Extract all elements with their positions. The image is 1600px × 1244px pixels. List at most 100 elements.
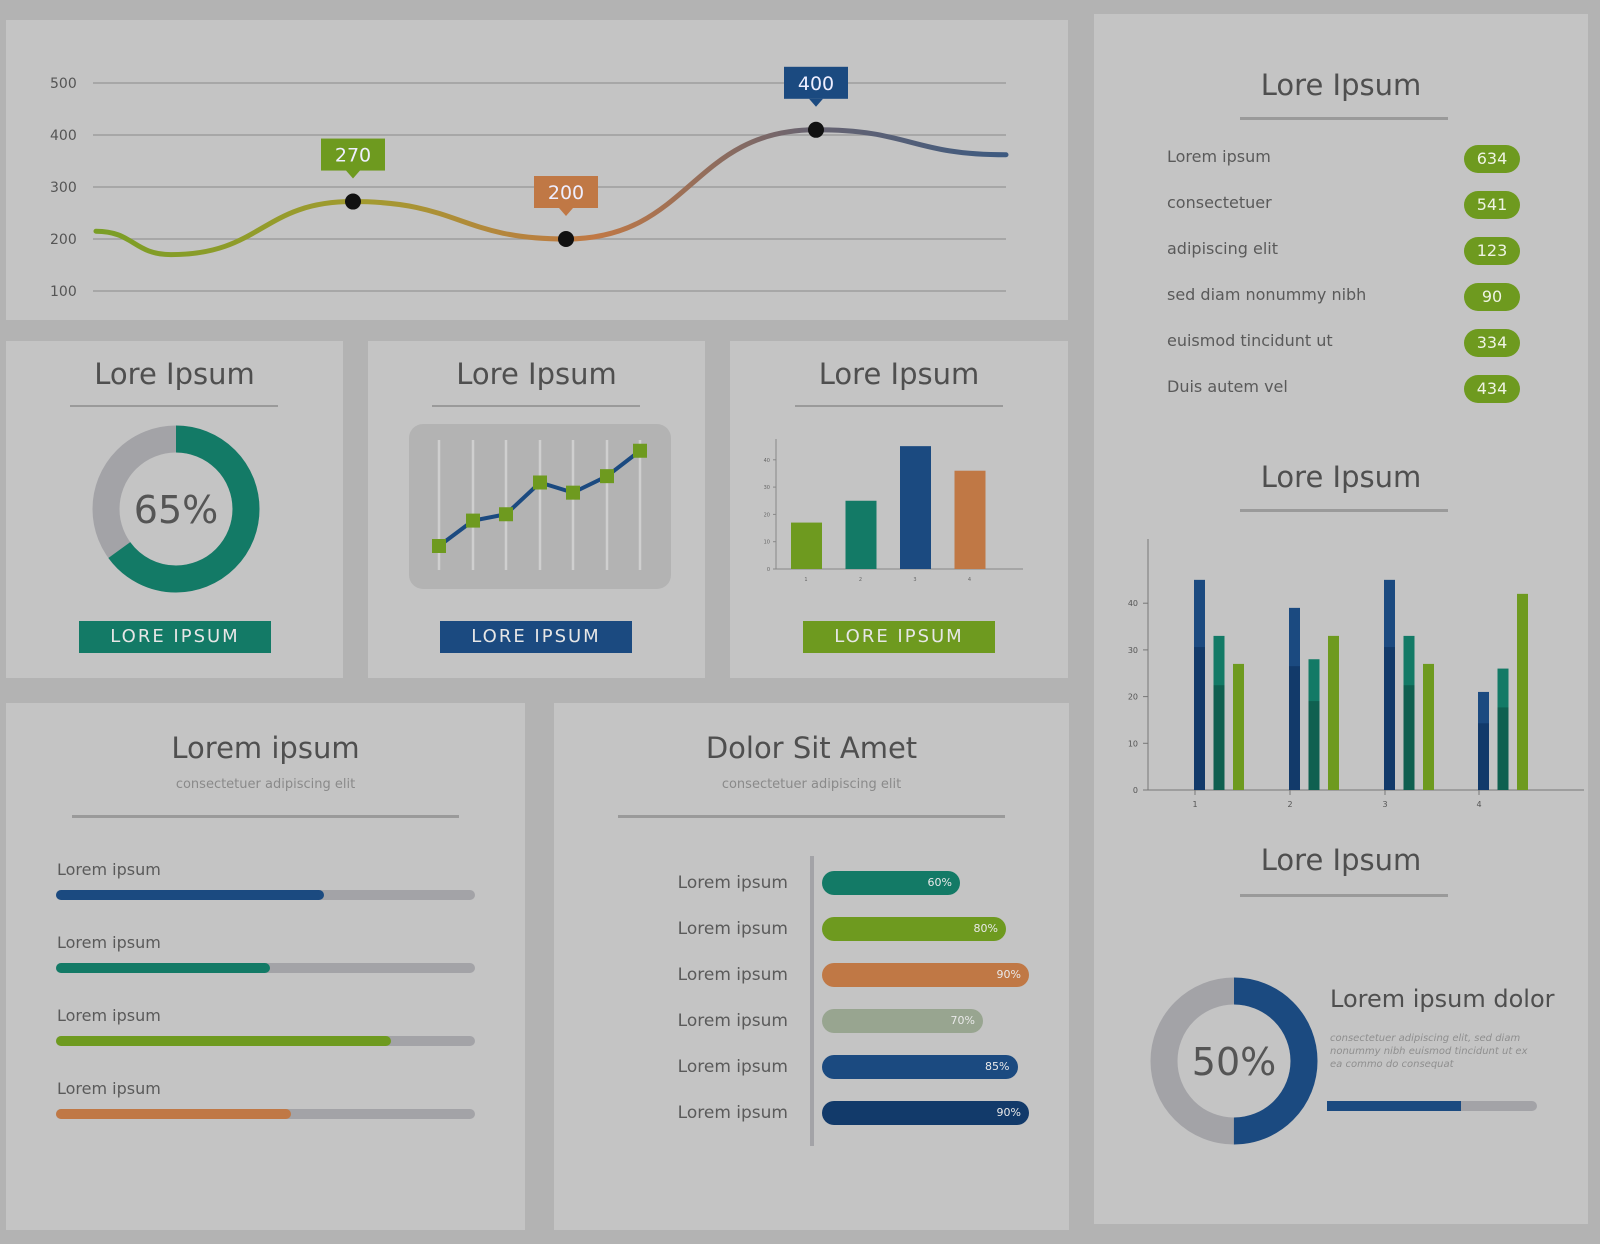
list-item-label: euismod tincidunt ut [1167,331,1333,350]
progress-label: Lorem ipsum [57,933,161,952]
progress-fill [56,890,325,900]
mini-point [566,485,580,500]
donut50-progress-track [1327,1101,1537,1111]
title-divider [72,815,459,818]
small-bar-panel-button[interactable]: LORE IPSUM [803,621,995,653]
mini-line-panel: Lore Ipsum LORE IPSUM [368,341,705,678]
y-tick-label: 20 [764,512,770,518]
grouped-bar [1328,635,1339,790]
hbar-label: Lorem ipsum [677,965,788,985]
progress-track [56,1109,475,1119]
y-tick-label: 10 [1128,739,1138,748]
mini-point [533,475,547,490]
x-tick-label: 3 [1382,800,1387,809]
y-tick-label: 40 [764,458,770,464]
list-title: Lore Ipsum [1260,68,1422,102]
mini-line-panel-button[interactable]: LORE IPSUM [440,621,632,653]
grouped-bar-title: Lore Ipsum [1260,460,1422,494]
title-divider [795,405,1003,407]
list-item-badge: 634 [1464,145,1520,173]
progress-track [56,963,475,973]
grouped-bar-lower [1194,647,1205,790]
grouped-bar-lower [1289,666,1300,790]
grouped-bar-lower [1497,707,1509,790]
right-panel: Lore Ipsum Lorem ipsum 634 consectetuer 541… [1094,14,1588,1224]
grouped-bar-chart: 0 10 20 30 40 1 2 3 4 [1128,539,1584,809]
hbar-label: Lorem ipsum [677,1011,788,1031]
bar [954,470,986,569]
progress-panel-title: Lorem ipsum [171,731,360,765]
mini-line-chart [409,424,671,589]
highlight-point [345,193,361,210]
y-tick-label: 30 [764,485,770,491]
callout-pointer [559,208,573,216]
mini-line-panel-title: Lore Ipsum [456,357,617,391]
hbar-bar: 85% [822,1055,1018,1079]
x-tick-label: 4 [968,577,971,583]
list-item-label: Lorem ipsum [1167,147,1271,166]
donut-value-arc [92,425,260,593]
grouped-bar-lower [1384,647,1395,790]
progress-label: Lorem ipsum [57,1079,161,1098]
hbar-value-label: 90% [996,968,1021,981]
donut50-center-label: 50% [1192,1040,1276,1084]
hbar-bar: 80% [822,917,1006,941]
mini-point [499,507,513,522]
list-item-label: Duis autem vel [1167,377,1288,396]
highlight-point [558,231,574,247]
hbar-panel-title: Dolor Sit Amet [705,731,918,765]
y-tick-label: 300 [50,180,77,196]
list-item-badge: 123 [1464,237,1520,265]
y-tick-label: 500 [50,76,77,92]
hbar-value-label: 85% [985,1060,1010,1073]
progress-track [56,1036,475,1046]
title-divider [432,405,640,407]
progress-fill [56,1109,291,1119]
title-divider [1240,117,1448,120]
y-tick-label: 10 [764,540,770,546]
x-tick-label: 3 [913,577,916,583]
grouped-bar-lower [1213,685,1225,790]
grouped-bar [1517,593,1528,790]
grouped-bar [1233,663,1244,790]
hbar-value-label: 60% [927,876,952,889]
hbar-value-label: 80% [973,922,998,935]
y-tick-label: 0 [767,567,770,573]
donut-chart: 65% [92,425,260,593]
donut50-title: Lore Ipsum [1260,843,1422,877]
donut-center-label: 65% [134,488,218,532]
top-line-chart: 100 200 300 400 500 270 200 400 [50,66,1009,300]
donut-panel-title: Lore Ipsum [94,357,255,391]
list-item-badge: 434 [1464,375,1520,403]
y-tick-label: 0 [1133,786,1138,795]
bar [900,446,931,569]
small-bar-chart: 0 10 20 30 40 1 2 3 4 [764,439,1023,583]
y-tick-label: 40 [1128,599,1138,608]
highlight-point [808,121,824,138]
title-divider [1240,894,1448,897]
grouped-bar-lower [1478,723,1489,790]
donut50-progress-fill [1327,1101,1462,1111]
mini-point [633,443,647,458]
grouped-bar-lower [1308,701,1320,790]
donut50-chart: 50% [1150,977,1318,1145]
progress-label: Lorem ipsum [57,860,161,879]
x-tick-label: 2 [1287,800,1292,809]
list-item-label: adipiscing elit [1167,239,1278,258]
hbar-panel: Dolor Sit Amet consectetuer adipiscing e… [554,703,1069,1230]
callout-label: 400 [798,73,834,95]
bar [845,500,877,569]
donut-panel-button[interactable]: LORE IPSUM [79,621,271,653]
hbar-label: Lorem ipsum [677,919,788,939]
y-tick-label: 200 [50,232,77,248]
top-line-chart-panel: 100 200 300 400 500 270 200 400 [6,20,1068,320]
hbar-axis [810,856,814,1146]
callout-box [784,66,848,99]
hbar-label: Lorem ipsum [677,1057,788,1077]
progress-panel: Lorem ipsum consectetuer adipiscing elit… [6,703,525,1230]
progress-fill [56,963,270,973]
x-tick-label: 2 [859,577,862,583]
donut-panel: Lore Ipsum 65% LORE IPSUM [6,341,343,678]
list-item-label: sed diam nonummy nibh [1167,285,1367,304]
hbar-label: Lorem ipsum [677,873,788,893]
